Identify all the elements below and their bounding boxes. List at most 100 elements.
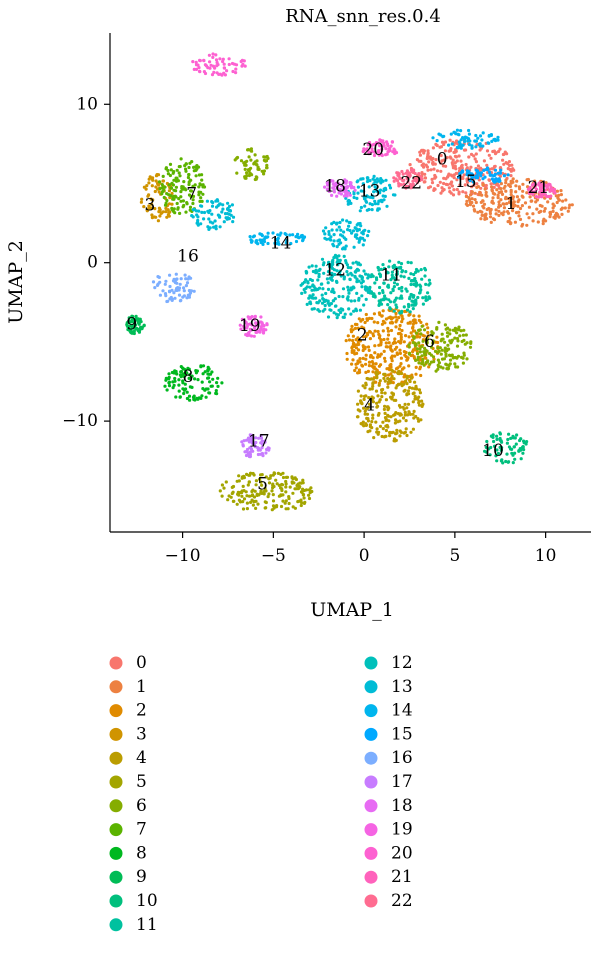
legend-label: 3 xyxy=(136,724,147,744)
cell-point xyxy=(135,326,139,331)
cell-point xyxy=(262,327,266,331)
cell-point xyxy=(491,196,495,200)
cell-point xyxy=(353,188,357,192)
cell-point xyxy=(371,274,375,278)
cell-point xyxy=(561,199,565,203)
cell-point xyxy=(400,289,404,293)
cell-point xyxy=(413,171,417,176)
cell-point xyxy=(338,258,342,262)
cell-point xyxy=(187,376,191,380)
cell-point xyxy=(218,225,222,229)
cell-point xyxy=(384,428,388,433)
cell-point xyxy=(247,480,251,484)
cell-point xyxy=(402,340,406,344)
cell-point xyxy=(469,165,473,169)
cell-point xyxy=(411,392,415,396)
cell-point xyxy=(457,192,461,196)
cell-point xyxy=(407,313,411,317)
cell-point xyxy=(283,232,287,236)
cell-point xyxy=(514,442,518,446)
cell-point xyxy=(481,177,485,181)
cell-point xyxy=(426,326,430,330)
cell-point xyxy=(489,133,493,137)
cell-point xyxy=(401,416,406,420)
cell-point xyxy=(234,67,238,71)
x-tick-label: −10 xyxy=(165,546,201,566)
cell-point xyxy=(468,200,472,204)
cell-point xyxy=(478,134,483,138)
cell-point xyxy=(412,282,416,286)
cell-point xyxy=(431,146,435,150)
cell-point xyxy=(198,182,202,186)
cell-point xyxy=(439,169,443,173)
cell-point xyxy=(266,446,270,450)
cell-point xyxy=(502,186,506,190)
cell-point xyxy=(247,169,251,173)
cell-point xyxy=(378,274,383,279)
cell-point xyxy=(332,233,336,237)
cell-point xyxy=(443,149,447,153)
cell-point xyxy=(299,503,303,508)
cell-point xyxy=(388,186,393,190)
cell-point xyxy=(172,207,176,211)
cell-point xyxy=(312,285,316,289)
cell-point xyxy=(323,185,327,189)
cell-point xyxy=(200,380,204,384)
cell-point xyxy=(199,365,203,369)
cell-point xyxy=(168,173,172,178)
cell-point xyxy=(423,176,428,180)
cell-point xyxy=(419,288,423,292)
cell-point xyxy=(423,328,427,332)
legend-label: 2 xyxy=(136,701,147,721)
cell-point xyxy=(395,431,399,435)
cell-point xyxy=(183,273,187,277)
cell-point xyxy=(415,347,419,351)
cell-point xyxy=(185,396,189,401)
cell-point xyxy=(468,139,472,143)
cell-point xyxy=(217,214,222,218)
legend-label: 0 xyxy=(136,653,147,673)
cell-point xyxy=(420,354,424,358)
cell-point xyxy=(473,191,477,195)
cell-point xyxy=(271,486,275,490)
cell-point xyxy=(181,379,185,383)
cell-point xyxy=(371,416,375,420)
cell-point xyxy=(455,128,459,132)
cell-point xyxy=(464,162,468,167)
cell-point xyxy=(330,228,334,232)
legend-label: 10 xyxy=(136,891,158,911)
cell-point xyxy=(344,339,348,343)
cell-point xyxy=(406,180,410,184)
cell-point xyxy=(512,168,516,172)
cell-point xyxy=(367,316,372,320)
cell-point xyxy=(384,317,388,321)
cell-point xyxy=(461,190,465,194)
cell-point xyxy=(444,352,448,356)
cell-point xyxy=(137,322,141,326)
cell-point xyxy=(358,308,362,312)
cell-point xyxy=(397,182,401,186)
cell-point xyxy=(359,224,363,228)
cell-point xyxy=(332,268,336,272)
cell-point xyxy=(511,461,515,465)
cell-point xyxy=(436,183,440,188)
cell-point xyxy=(439,191,443,195)
cell-point xyxy=(191,194,196,198)
cell-point xyxy=(326,315,331,319)
cell-point xyxy=(389,144,393,148)
cell-point xyxy=(351,229,356,233)
cell-point xyxy=(165,215,169,219)
cell-point xyxy=(506,460,510,464)
cell-point xyxy=(415,349,419,353)
cell-point xyxy=(168,210,172,214)
cell-point xyxy=(382,349,386,353)
cell-point xyxy=(343,247,347,251)
cell-point xyxy=(300,501,304,505)
cell-point xyxy=(179,190,183,194)
cell-point xyxy=(262,172,266,176)
cell-point xyxy=(449,147,453,151)
cell-point xyxy=(517,210,521,214)
cell-point xyxy=(487,447,491,451)
cell-point xyxy=(502,210,506,214)
cell-point xyxy=(376,202,380,206)
